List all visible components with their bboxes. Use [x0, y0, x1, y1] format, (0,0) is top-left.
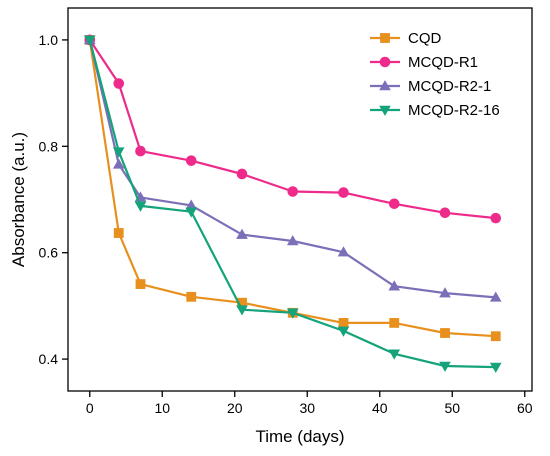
x-tick-label: 60	[517, 400, 533, 416]
data-point	[489, 362, 502, 373]
y-axis-title: Absorbance (a.u.)	[9, 132, 28, 267]
legend-entry: MCQD-R2-1	[370, 78, 491, 95]
data-point	[388, 349, 401, 360]
data-point	[113, 228, 124, 238]
plot-area-border	[67, 7, 533, 392]
data-point	[113, 78, 125, 89]
data-point	[236, 168, 248, 180]
x-tick-label: 30	[299, 400, 315, 416]
data-point	[185, 155, 197, 166]
x-tick-label: 0	[86, 400, 94, 416]
y-tick-label: 0.4	[39, 351, 59, 367]
legend-swatch-marker	[379, 80, 391, 91]
data-point	[439, 287, 451, 298]
data-point	[439, 361, 451, 372]
data-point	[83, 35, 96, 46]
data-point	[490, 331, 501, 342]
series-line	[88, 39, 496, 338]
legend-entry: CQD	[370, 30, 442, 47]
data-point	[490, 212, 502, 224]
x-tick-label: 20	[227, 400, 243, 416]
data-point	[112, 147, 125, 158]
y-tick-label: 0.8	[39, 138, 59, 154]
data-point	[286, 235, 299, 246]
data-point	[286, 308, 299, 319]
data-point	[186, 291, 197, 302]
data-point	[338, 187, 349, 198]
legend-label: CQD	[408, 30, 442, 47]
data-point	[236, 228, 248, 239]
data-point	[236, 305, 248, 316]
data-point	[134, 201, 147, 212]
legend-label: MCQD-R2-16	[408, 102, 500, 119]
y-tick-label: 0.6	[39, 245, 59, 261]
data-point	[388, 198, 400, 210]
plot-frame	[67, 7, 533, 392]
legend-entry: MCQD-R1	[370, 54, 478, 71]
legend-swatch-marker	[380, 33, 390, 43]
data-point	[185, 207, 198, 218]
legend-label: MCQD-R2-1	[408, 78, 491, 95]
x-tick-label: 50	[444, 400, 460, 416]
series-line	[88, 39, 496, 220]
x-axis-title: Time (days)	[255, 427, 344, 446]
data-point	[135, 279, 146, 289]
legend-swatch-marker	[379, 56, 391, 68]
data-point	[489, 291, 502, 302]
data-point	[388, 280, 401, 291]
data-point	[337, 326, 350, 337]
x-tick-label: 10	[154, 400, 170, 416]
series-mcqd-r2-1	[83, 34, 502, 302]
series-mcqd-r2-16	[83, 35, 502, 373]
series-layer	[83, 34, 502, 373]
x-tick-label: 40	[372, 400, 388, 416]
data-point	[287, 186, 299, 197]
data-point	[135, 145, 146, 157]
legend-swatch-marker	[379, 105, 391, 116]
legend: CQD MCQD-R1 MCQD-R2-1 MCQD-R2-16	[370, 30, 500, 119]
data-point	[440, 328, 450, 338]
data-point	[112, 158, 125, 169]
data-point	[439, 207, 451, 219]
series-line	[88, 39, 496, 369]
data-point	[337, 246, 350, 257]
legend-entry: MCQD-R2-16	[370, 102, 500, 119]
axis-ticks: 0 10 20 30 40 50 60 0.4 0.6 0.8 1.0	[39, 32, 533, 416]
data-point	[389, 318, 400, 328]
y-tick-label: 1.0	[39, 32, 59, 48]
data-point	[338, 318, 349, 328]
legend-label: MCQD-R1	[408, 54, 478, 71]
